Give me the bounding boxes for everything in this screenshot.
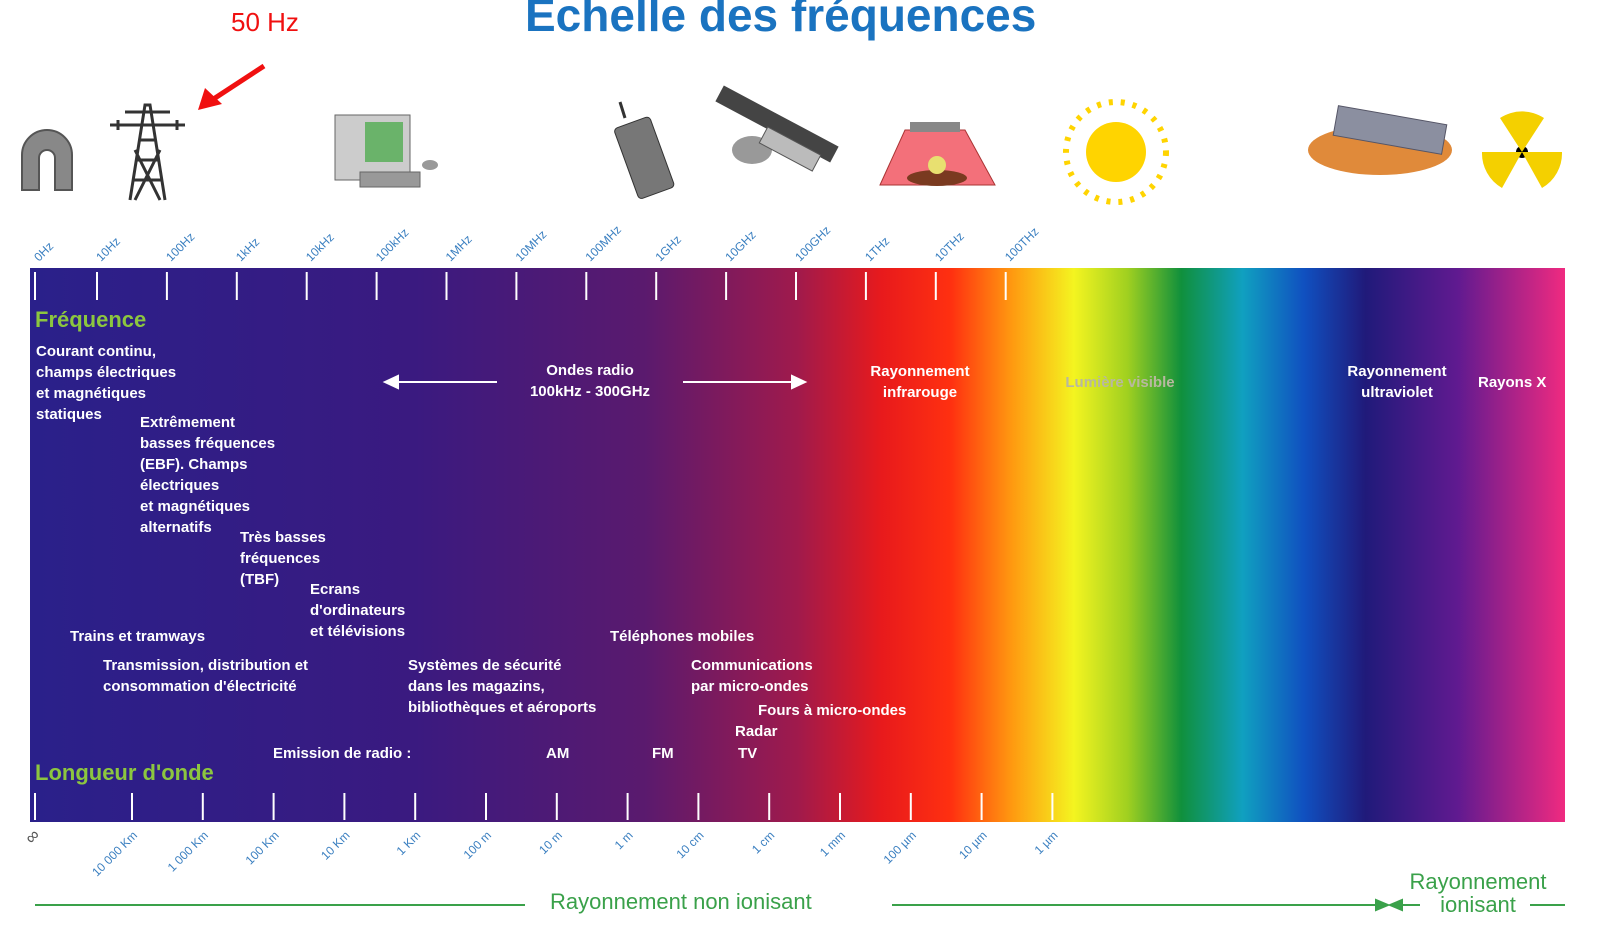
frequency-tick-label: 100kHz <box>373 225 412 264</box>
band-label: FM <box>652 745 674 762</box>
wavelength-tick-label: 100 Km <box>243 828 282 867</box>
radio-arrows <box>382 374 808 390</box>
wavelength-heading: Longueur d'onde <box>35 760 214 785</box>
frequency-tick-label: 10MHz <box>513 227 550 264</box>
band-label: AM <box>546 745 570 762</box>
band-label: Systèmes de sécurité dans les magazins, … <box>408 657 597 716</box>
wavelength-tick-label: 10 000 Km <box>89 828 140 879</box>
icons <box>21 85 1563 205</box>
spectrum-band <box>30 268 1565 822</box>
band-label: Rayonnement infrarouge <box>870 363 970 401</box>
band-label: Communications par micro-ondes <box>691 657 813 695</box>
frequency-heading: Fréquence <box>35 307 147 332</box>
band-label: Lumière visible <box>1065 374 1175 391</box>
footer-ionizing: Rayonnement ionisant <box>1409 869 1547 917</box>
annotation: 50 Hz <box>231 7 299 37</box>
frequency-tick-label: 100GHz <box>792 223 833 264</box>
band-label: Trains et tramways <box>70 628 206 645</box>
band-label: Téléphones mobiles <box>610 628 755 645</box>
wavelength-tick-label: 100 µm <box>881 828 919 866</box>
annotation-arrow <box>198 63 266 110</box>
band-label: Extrêmement basses fréquences (EBF). Cha… <box>140 414 276 536</box>
band-label: Ondes radio 100kHz - 300GHz <box>529 362 651 400</box>
wavelength-tick-label: 1 µm <box>1032 828 1061 857</box>
wavelength-tick-label: 10 µm <box>956 828 990 862</box>
wavelength-tick-label: 1 cm <box>749 828 777 856</box>
band-label: Ecrans d'ordinateurs et télévisions <box>310 581 406 640</box>
frequency-tick-label: 0Hz <box>31 239 56 264</box>
band-label: Emission de radio : <box>273 745 412 762</box>
frequency-tick-label: 1MHz <box>443 232 475 264</box>
frequency-tick-label: 1THz <box>862 234 892 264</box>
frequency-tick-label: 10kHz <box>303 230 337 264</box>
band-label: Rayonnement ultraviolet <box>1347 363 1447 401</box>
band-label: Radar <box>735 723 778 740</box>
wavelength-tick-label: 10 m <box>536 828 565 857</box>
frequency-tick-label: 100THz <box>1002 225 1042 265</box>
frequency-tick-label: 10GHz <box>722 228 758 264</box>
footer-lines <box>35 898 1565 912</box>
wavelength-tick-label: 10 cm <box>674 828 707 861</box>
wavelength-tick-label: 100 m <box>461 828 494 861</box>
frequency-tick-label: 100Hz <box>163 230 197 264</box>
title: Echelle des fréquences <box>525 0 1037 41</box>
band-label: Très basses fréquences (TBF) <box>240 529 326 588</box>
band-label: Rayons X <box>1478 374 1547 391</box>
wavelength-tick-label: 1 000 Km <box>165 828 211 874</box>
footer-non-ionizing: Rayonnement non ionisant <box>550 889 812 914</box>
band-label: Transmission, distribution et consommati… <box>103 657 309 695</box>
wavelength-tick-label: 1 mm <box>817 828 848 859</box>
wavelength-tick-label: 1 m <box>612 828 636 852</box>
wavelength-tick-label: 1 Km <box>394 828 424 858</box>
frequency-tick-label: 1kHz <box>233 235 262 264</box>
frequency-tick-label: 1GHz <box>652 233 684 265</box>
frequency-tick-label: 10Hz <box>93 234 123 264</box>
wavelength-tick-label: ∞ <box>21 825 44 848</box>
frequency-tick-label: 10THz <box>932 229 967 264</box>
wavelength-tick-label: 10 Km <box>318 828 352 862</box>
band-label: TV <box>738 745 758 762</box>
band-label: Courant continu, champs électriques et m… <box>36 343 177 423</box>
frequency-tick-label: 100MHz <box>583 223 624 264</box>
band-label: Fours à micro-ondes <box>758 702 907 719</box>
